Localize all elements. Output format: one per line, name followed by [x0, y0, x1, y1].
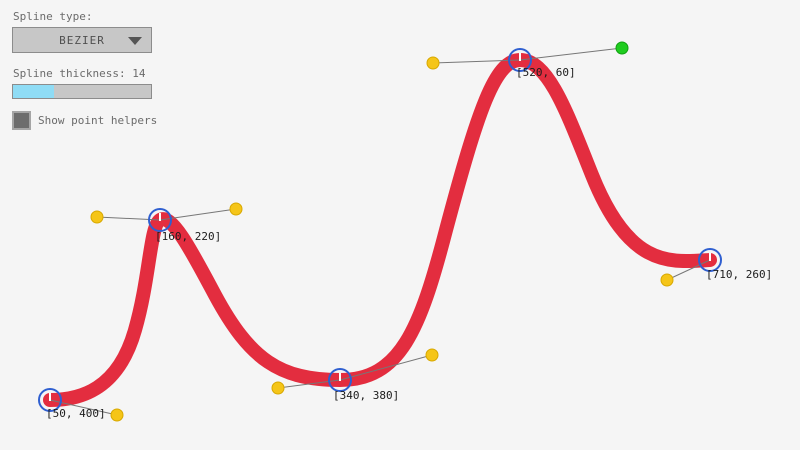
handle-line — [159, 208, 237, 221]
spline-thickness-label: Spline thickness: 14 — [13, 67, 146, 80]
anchor-point-ring[interactable] — [698, 248, 722, 272]
spline-type-dropdown[interactable]: BEZIER — [12, 27, 152, 53]
chevron-down-icon — [128, 37, 142, 45]
point-coordinate-label: [160, 220] — [155, 230, 222, 243]
point-coordinate-label: [340, 380] — [333, 389, 400, 402]
anchor-point-ring[interactable] — [38, 388, 62, 412]
anchor-point-ring[interactable] — [148, 208, 172, 232]
show-point-helpers-label: Show point helpers — [38, 114, 158, 127]
spline-thickness-slider[interactable] — [12, 84, 152, 99]
handle-line — [519, 47, 623, 61]
handle-line — [339, 354, 433, 381]
point-coordinate-label: [520, 60] — [516, 66, 576, 79]
show-point-helpers-checkbox[interactable] — [12, 111, 31, 130]
handle-line — [432, 59, 521, 64]
control-handle[interactable] — [110, 408, 124, 422]
point-helpers-group[interactable] — [38, 41, 722, 422]
control-handle[interactable] — [425, 348, 439, 362]
anchor-point-ring[interactable] — [328, 368, 352, 392]
control-handle[interactable] — [90, 210, 104, 224]
slider-fill — [13, 85, 55, 98]
show-point-helpers-row[interactable]: Show point helpers — [12, 111, 158, 130]
handle-line — [666, 259, 711, 281]
control-handle[interactable] — [229, 202, 243, 216]
spline-type-label: Spline type: — [13, 10, 93, 23]
anchor-point-ring[interactable] — [508, 48, 532, 72]
control-handle[interactable] — [660, 273, 674, 287]
handle-line — [96, 216, 161, 221]
spline-path-group — [43, 53, 717, 407]
point-coordinate-label: [710, 260] — [706, 268, 773, 281]
controls-panel: Spline type: BEZIER Spline thickness: 14… — [12, 10, 158, 130]
spline-curve — [43, 53, 717, 407]
spacer — [12, 53, 156, 67]
control-handle[interactable] — [271, 381, 285, 395]
spline-type-value: BEZIER — [59, 33, 105, 47]
control-handle-selected[interactable] — [615, 41, 629, 55]
control-handle[interactable] — [426, 56, 440, 70]
point-coordinate-label: [50, 400] — [46, 407, 106, 420]
